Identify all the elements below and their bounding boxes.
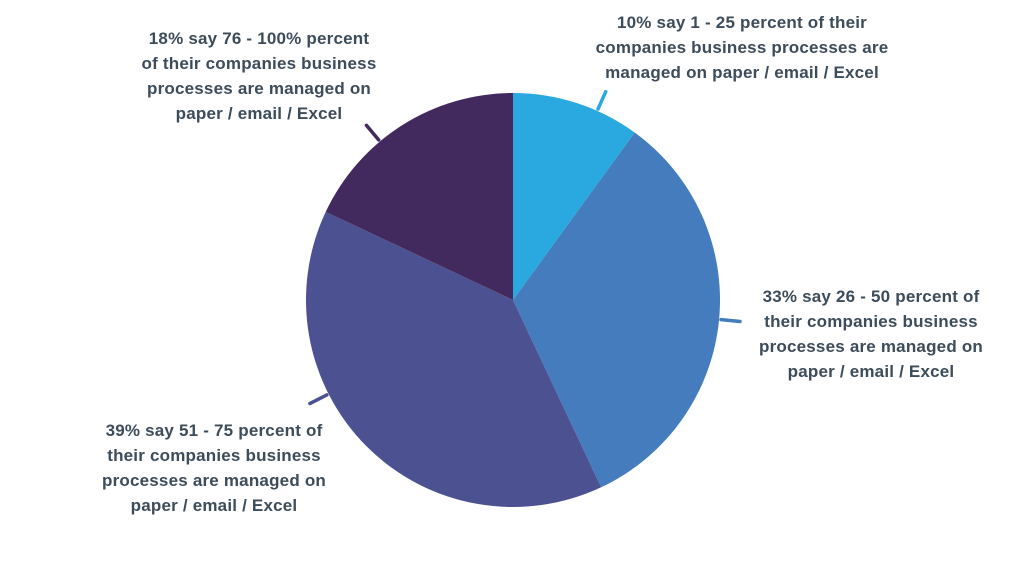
- callout-line-26-50: [719, 317, 742, 324]
- pie-slice-76-100: [325, 93, 513, 300]
- callout-line-76-100: [364, 123, 381, 142]
- callout-line-1-25: [596, 89, 608, 111]
- pie-label-51-75-percent: 39% say 51 - 75 percent of their compani…: [101, 421, 326, 515]
- pie-slice-26-50: [513, 132, 721, 488]
- pie-label-1-25-percent: 10% say 1 - 25 percent of their companie…: [595, 13, 889, 82]
- pie-label-76-100-percent: 18% say 76 - 100% percent of their compa…: [141, 29, 377, 123]
- pie-slice-51-75: [305, 211, 602, 508]
- callout-line-51-75: [308, 393, 329, 406]
- pie-label-26-50-percent: 33% say 26 - 50 percent of their compani…: [758, 287, 983, 381]
- pie-slice-1-25: [513, 93, 635, 300]
